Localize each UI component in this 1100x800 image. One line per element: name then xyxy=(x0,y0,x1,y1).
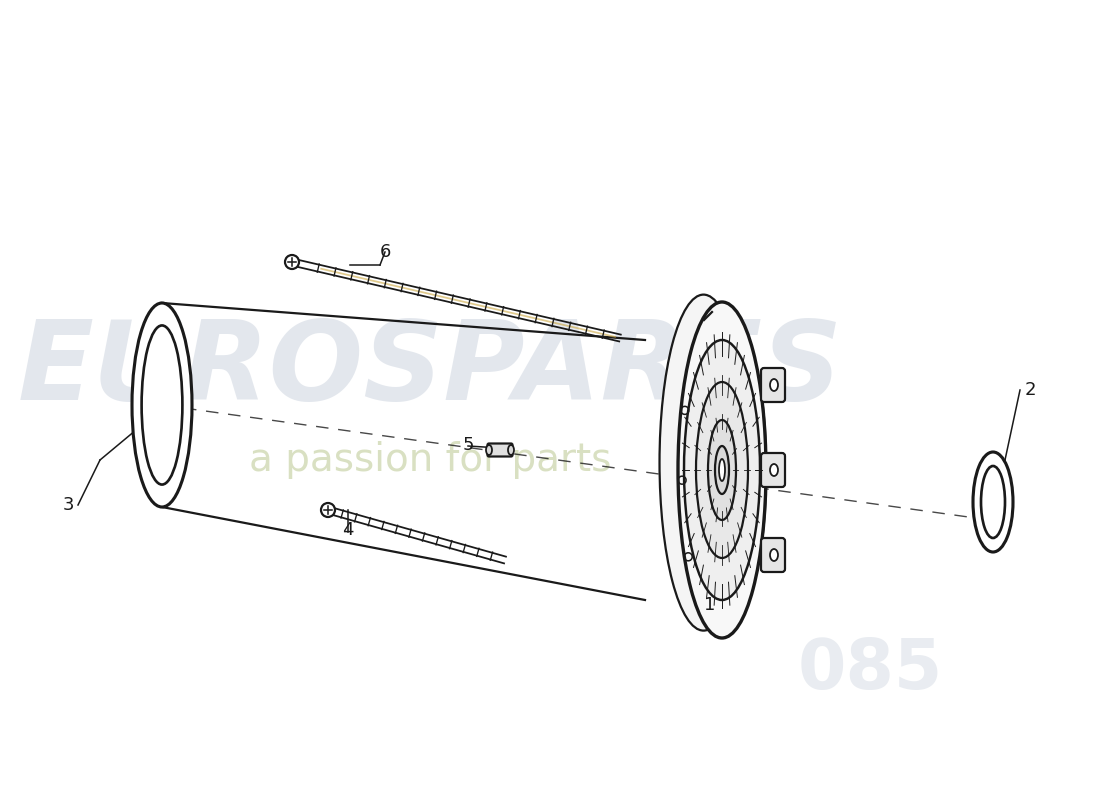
Text: EUROSPARES: EUROSPARES xyxy=(18,317,843,423)
FancyBboxPatch shape xyxy=(487,443,513,457)
Text: 4: 4 xyxy=(342,521,354,539)
Ellipse shape xyxy=(684,340,760,600)
FancyBboxPatch shape xyxy=(761,368,785,402)
Ellipse shape xyxy=(981,466,1005,538)
Text: 6: 6 xyxy=(379,243,390,261)
Ellipse shape xyxy=(142,326,183,485)
Circle shape xyxy=(285,255,299,269)
Text: a passion for parts: a passion for parts xyxy=(249,441,612,479)
Ellipse shape xyxy=(719,459,725,481)
Ellipse shape xyxy=(770,464,778,476)
Polygon shape xyxy=(741,374,766,558)
Ellipse shape xyxy=(770,549,778,561)
Text: 1: 1 xyxy=(704,596,716,614)
Text: 5: 5 xyxy=(462,436,474,454)
Ellipse shape xyxy=(678,302,766,638)
Text: 085: 085 xyxy=(798,637,943,703)
Ellipse shape xyxy=(132,303,192,507)
Ellipse shape xyxy=(660,294,748,630)
Ellipse shape xyxy=(974,452,1013,552)
Circle shape xyxy=(321,503,336,517)
FancyBboxPatch shape xyxy=(761,538,785,572)
Ellipse shape xyxy=(770,379,778,391)
Ellipse shape xyxy=(508,445,514,455)
FancyBboxPatch shape xyxy=(761,453,785,487)
Text: 3: 3 xyxy=(63,496,74,514)
Text: 2: 2 xyxy=(1024,381,1036,399)
Ellipse shape xyxy=(708,420,736,520)
Ellipse shape xyxy=(486,445,492,455)
Ellipse shape xyxy=(696,382,748,558)
Ellipse shape xyxy=(715,446,729,494)
